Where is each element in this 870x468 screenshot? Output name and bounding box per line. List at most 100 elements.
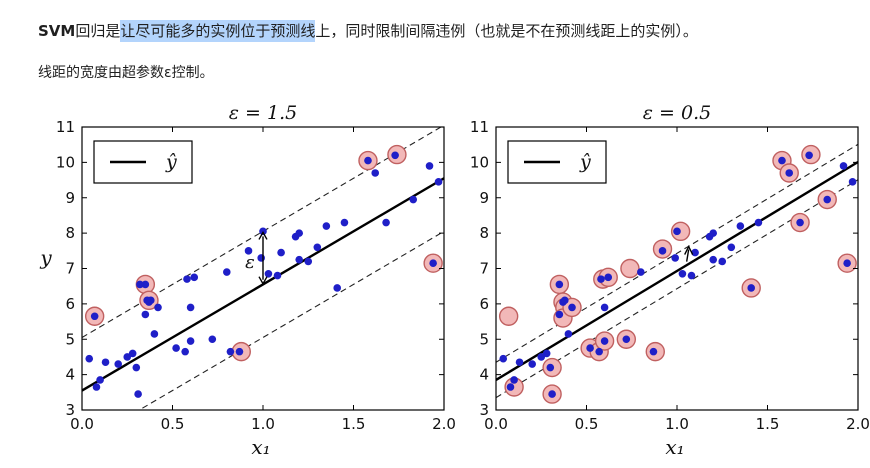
data-point (510, 376, 518, 384)
data-point (340, 218, 349, 227)
data-point (304, 257, 313, 266)
data-point (434, 178, 443, 186)
y-tick-label: 3 (479, 401, 489, 419)
data-point (600, 337, 609, 345)
data-point (172, 344, 180, 352)
data-point (736, 222, 745, 230)
data-point (658, 247, 667, 255)
y-tick-label: 5 (65, 330, 75, 348)
data-point (429, 259, 437, 267)
data-point (154, 303, 162, 312)
data-point (555, 310, 564, 319)
data-point (141, 310, 150, 319)
data-point (839, 162, 848, 170)
data-point (600, 303, 609, 312)
chart-title: ε = 0.5 (643, 102, 711, 124)
chart-panel-2: ε = 0.5 0.0 0.5 1.0 1.5 2.0 3 4 5 6 7 8 9 10 11 x₁ ŷ (470, 102, 870, 459)
data-point (805, 151, 813, 160)
chart-panel-1: ε = 1.5 0.0 0.5 1.0 1.5 2.0 3 4 5 6 7 8 9 10 11 x₁ y ε ŷ (39, 102, 456, 459)
data-point (295, 255, 304, 264)
data-point (586, 344, 594, 352)
y-tick-label: 11 (56, 118, 75, 136)
x-tick-label: 0.5 (575, 415, 599, 433)
legend-label: ŷ (579, 151, 591, 173)
data-point (382, 218, 390, 227)
data-point (101, 358, 110, 367)
data-point (128, 349, 137, 358)
data-point (85, 354, 94, 363)
y-tick-label: 5 (479, 330, 489, 348)
data-point (273, 271, 282, 280)
data-point (134, 390, 142, 398)
data-point (778, 156, 786, 165)
data-point (754, 218, 763, 227)
data-point (604, 273, 613, 282)
data-point (223, 268, 231, 276)
data-point (364, 156, 372, 165)
epsilon-arrow-head-bottom (258, 276, 268, 286)
data-point (208, 335, 217, 344)
y-tick-label: 4 (479, 366, 489, 384)
y-tick-label: 6 (479, 295, 489, 313)
data-point (843, 259, 851, 267)
data-point (313, 243, 322, 252)
data-point (499, 354, 508, 363)
data-point (183, 275, 191, 283)
y-tick-label: 7 (479, 260, 489, 278)
data-point (226, 347, 235, 356)
highlighted-text[interactable]: 让尽可能多的实例位于预测线 (120, 20, 316, 42)
data-point (595, 347, 603, 356)
x-tick-label: 0.5 (161, 415, 185, 433)
epsilon-arrow-head (684, 244, 694, 255)
prediction-line (496, 160, 858, 381)
data-point (92, 383, 101, 391)
svm-term: SVM (38, 22, 76, 40)
data-point (687, 271, 696, 280)
data-point (622, 335, 631, 344)
data-point (244, 247, 253, 255)
plot-area (82, 127, 444, 410)
data-point (143, 296, 151, 305)
x-tick-label: 1.0 (251, 415, 275, 433)
data-point (785, 169, 794, 177)
x-tick-label: 0.0 (484, 415, 508, 433)
data-point (823, 195, 832, 204)
y-tick-label: 3 (65, 401, 75, 419)
data-point (96, 376, 104, 384)
data-point (548, 390, 556, 398)
y-tick-label: 10 (56, 153, 75, 171)
x-tick-label: 1.5 (756, 415, 780, 433)
support-vector-ring (498, 306, 519, 326)
data-point (136, 280, 144, 289)
data-point (132, 363, 141, 372)
x-tick-label: 1.5 (342, 415, 366, 433)
data-point (333, 284, 342, 292)
data-point (141, 280, 150, 289)
y-tick-label: 10 (470, 153, 489, 171)
data-point (181, 347, 189, 356)
y-tick-label: 7 (65, 260, 75, 278)
data-point (747, 284, 756, 292)
x-tick-label: 2.0 (846, 415, 870, 433)
y-tick-label: 6 (65, 295, 75, 313)
x-tick-label: 1.0 (665, 415, 689, 433)
data-point (235, 347, 244, 356)
data-point (264, 270, 273, 278)
data-point (709, 229, 717, 237)
data-point (691, 248, 699, 257)
data-point (257, 254, 265, 262)
data-point (848, 178, 857, 186)
paragraph-svm-regression: SVM回归是让尽可能多的实例位于预测线上，同时限制间隔违例（也就是不在预测线距上… (38, 20, 698, 42)
data-point (186, 303, 195, 312)
data-point (678, 270, 687, 278)
x-tick-label: 0.0 (70, 415, 94, 433)
data-point (709, 255, 717, 264)
data-point (515, 358, 524, 367)
data-point (597, 275, 605, 283)
x-tick-label: 2.0 (432, 415, 456, 433)
data-point (718, 257, 727, 266)
data-point (555, 280, 564, 289)
data-point (371, 169, 380, 177)
data-point (796, 218, 804, 227)
epsilon-arrow-head-top (258, 231, 268, 240)
